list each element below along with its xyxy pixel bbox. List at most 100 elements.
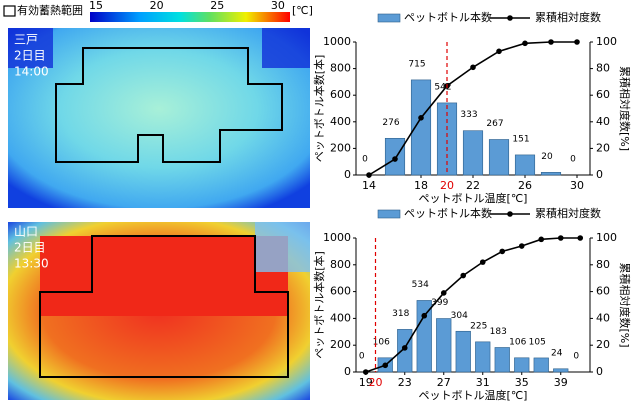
bar <box>553 369 568 372</box>
time-label: 13:30 <box>14 257 49 271</box>
heatmap-panel: 山口 2日目 13:30 <box>8 222 310 400</box>
y2-tick-label: 100 <box>596 231 617 244</box>
line-point <box>392 156 398 162</box>
day-label: 2日目 <box>14 49 46 63</box>
y2-tick-label: 20 <box>596 141 610 154</box>
y2-tick-label: 100 <box>596 35 617 48</box>
legend-swatch <box>378 14 400 22</box>
bar <box>456 331 471 372</box>
bar-value-label: 105 <box>529 337 546 347</box>
bar <box>397 329 412 372</box>
bar-value-label: 0 <box>362 155 368 165</box>
y2-tick-label: 60 <box>596 285 610 298</box>
bar-value-label: 0 <box>359 352 365 362</box>
range-label: 有効蓄熱範囲 <box>17 3 83 17</box>
y-axis-title: ペットボトル本数[本] <box>312 251 326 359</box>
y2-tick-label: 40 <box>596 311 610 324</box>
x-tick-label: 30 <box>570 179 584 192</box>
bar <box>515 155 535 175</box>
time-label: 14:00 <box>14 65 49 79</box>
line-point <box>499 249 505 255</box>
y2-tick-label: 20 <box>596 338 610 351</box>
y-tick-label: 400 <box>330 115 351 128</box>
reference-label: 20 <box>369 376 383 389</box>
y-tick-label: 0 <box>344 168 351 181</box>
bar-value-label: 715 <box>408 59 425 69</box>
line-point <box>480 259 486 265</box>
x-tick-label: 31 <box>476 376 490 389</box>
x-tick-label: 23 <box>398 376 412 389</box>
reference-label: 20 <box>440 179 454 192</box>
y2-axis-title: 累積相対度数[%] <box>618 262 632 347</box>
x-tick-label: 27 <box>437 376 451 389</box>
line-point <box>441 290 447 296</box>
bar-value-label: 534 <box>412 280 429 290</box>
bar-value-label: 0 <box>570 155 576 165</box>
line-point <box>402 345 408 351</box>
x-tick-label: 35 <box>515 376 529 389</box>
line-point <box>522 41 528 47</box>
y2-tick-label: 60 <box>596 88 610 101</box>
y2-tick-label: 0 <box>596 365 603 378</box>
line-point <box>418 115 424 121</box>
bar <box>489 139 509 175</box>
line-point <box>460 273 466 279</box>
line-point <box>577 235 583 241</box>
y-axis-title: ペットボトル本数[本] <box>312 55 326 163</box>
legend-label: ペットボトル本数 <box>404 206 492 220</box>
line-point <box>496 49 502 55</box>
x-axis-title: ペットボトル温度[℃] <box>419 388 528 402</box>
line-point <box>363 369 369 375</box>
line-point <box>538 237 544 243</box>
y-tick-label: 600 <box>330 285 351 298</box>
legend-label: ペットボトル本数 <box>404 10 492 24</box>
y2-tick-label: 0 <box>596 168 603 181</box>
heatmap-panel: 三戸 2日目 14:00 <box>8 28 310 208</box>
bar <box>417 300 432 372</box>
bar-value-label: 225 <box>470 321 487 331</box>
range-swatch <box>4 6 15 16</box>
bar <box>475 342 490 372</box>
line-point <box>470 64 476 70</box>
legend-dot <box>507 15 513 21</box>
bar-value-label: 304 <box>451 311 468 321</box>
line-point <box>519 243 525 249</box>
bar-value-label: 151 <box>512 134 529 144</box>
color-bar-tick: 15 <box>89 0 103 12</box>
bar <box>463 131 483 175</box>
line-point <box>382 363 388 369</box>
x-tick-label: 26 <box>518 179 532 192</box>
y-tick-label: 800 <box>330 258 351 271</box>
color-bar-tick: 25 <box>210 0 224 12</box>
y-tick-label: 1000 <box>323 231 351 244</box>
y-tick-label: 0 <box>344 365 351 378</box>
line-point <box>421 313 427 319</box>
y-tick-label: 800 <box>330 62 351 75</box>
legend-dot <box>507 211 513 217</box>
bar <box>541 172 561 175</box>
line-point <box>366 172 372 178</box>
bar-value-label: 399 <box>431 298 448 308</box>
bar-value-label: 0 <box>573 352 579 362</box>
legend-label: 累積相対度数 <box>535 206 601 220</box>
y-tick-label: 600 <box>330 88 351 101</box>
y-tick-label: 200 <box>330 338 351 351</box>
legend-swatch <box>378 210 400 218</box>
bar-value-label: 267 <box>486 119 503 129</box>
color-bar-tick: 30 <box>271 0 285 12</box>
y2-tick-label: 40 <box>596 115 610 128</box>
bar-value-label: 106 <box>509 337 526 347</box>
site-label: 三戸 <box>14 33 38 47</box>
y2-tick-label: 80 <box>596 62 610 75</box>
line-point <box>558 235 564 241</box>
bar-value-label: 20 <box>541 152 553 162</box>
x-axis-title: ペットボトル温度[℃] <box>419 191 528 205</box>
x-tick-label: 14 <box>362 179 376 192</box>
bar-value-label: 333 <box>460 110 477 120</box>
y2-axis-title: 累積相対度数[%] <box>618 66 632 151</box>
bar-value-label: 24 <box>551 348 563 358</box>
line-point <box>574 39 580 45</box>
x-tick-label: 18 <box>414 179 428 192</box>
bar <box>514 358 529 372</box>
color-bar-unit: [℃] <box>292 4 313 17</box>
